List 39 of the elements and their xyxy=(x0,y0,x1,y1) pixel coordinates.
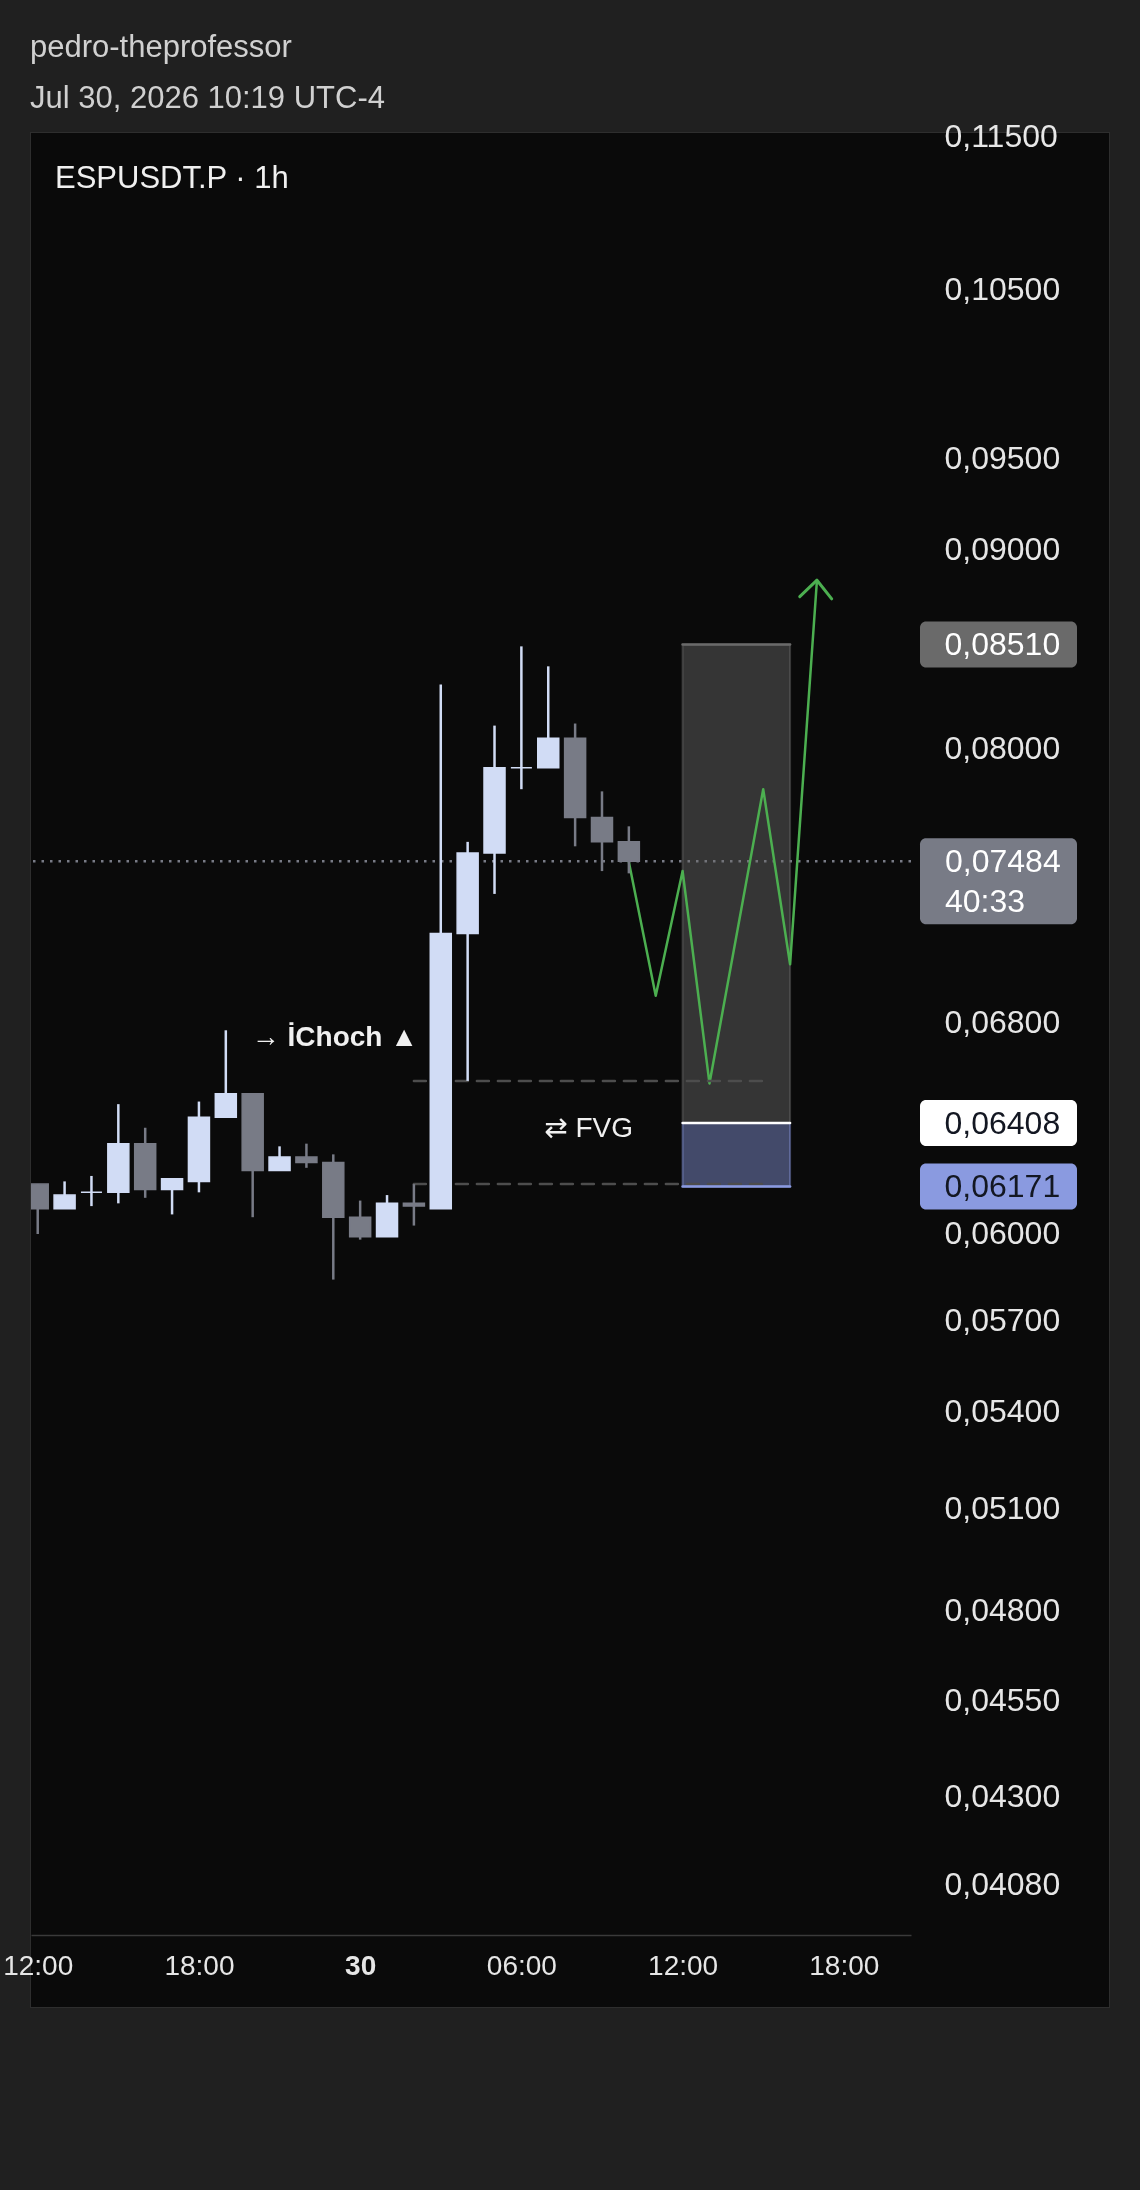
y-tick-label: 0,05400 xyxy=(944,1393,1061,1430)
y-tick-label: 0,04080 xyxy=(944,1866,1061,1903)
y-tick-label: 0,11500 xyxy=(944,117,1058,154)
text: ESPUSDT.P · 1h xyxy=(55,159,289,197)
y-tick-label: 0,10500 xyxy=(944,271,1061,308)
candlestick xyxy=(214,1029,238,1119)
annotation: → İChoch ▲ xyxy=(251,1021,418,1053)
y-tick-label: 0,04300 xyxy=(944,1777,1061,1814)
y-tick-label: 0,06800 xyxy=(944,1004,1061,1041)
candlestick xyxy=(348,1199,372,1241)
candlestick xyxy=(295,1142,318,1170)
text: pedro-theprofessor xyxy=(30,28,293,66)
text: Jul 30, 2026 10:19 UTC-4 xyxy=(30,79,385,117)
x-tick-label: 18:00 xyxy=(809,1949,880,1981)
ref-line-label: 0,07484 40:33 xyxy=(945,843,1061,920)
y-tick-label: 0,08510 xyxy=(944,625,1061,662)
x-tick-label: 06:00 xyxy=(486,1949,557,1981)
y-tick-label: 0,04800 xyxy=(944,1591,1061,1628)
candlestick xyxy=(268,1145,291,1172)
candlestick xyxy=(160,1177,184,1216)
y-tick-label: 0,09500 xyxy=(944,440,1061,477)
y-tick-label: 0,06171 xyxy=(944,1168,1061,1205)
y-tick-label: 0,05700 xyxy=(944,1302,1061,1339)
x-tick-label: 18:00 xyxy=(164,1949,235,1981)
x-tick-label: 12:00 xyxy=(3,1949,74,1981)
y-tick-label: 0,06408 xyxy=(944,1104,1061,1141)
y-tick-label: 0,06000 xyxy=(944,1215,1061,1252)
candlestick xyxy=(402,1182,426,1227)
y-tick-label: 0,09000 xyxy=(944,531,1061,568)
candlestick xyxy=(617,825,641,875)
y-tick-label: 0,05100 xyxy=(944,1489,1061,1526)
y-tick-label: 0,04550 xyxy=(944,1682,1061,1719)
candlestick xyxy=(53,1180,76,1211)
series-label: ⇄ FVG xyxy=(544,1111,633,1143)
candlestick xyxy=(80,1174,103,1208)
x-tick-label: 30 xyxy=(345,1949,377,1981)
candlestick xyxy=(510,645,533,791)
y-tick-label: 0,08000 xyxy=(944,730,1061,767)
x-tick-label: 12:00 xyxy=(648,1949,719,1981)
